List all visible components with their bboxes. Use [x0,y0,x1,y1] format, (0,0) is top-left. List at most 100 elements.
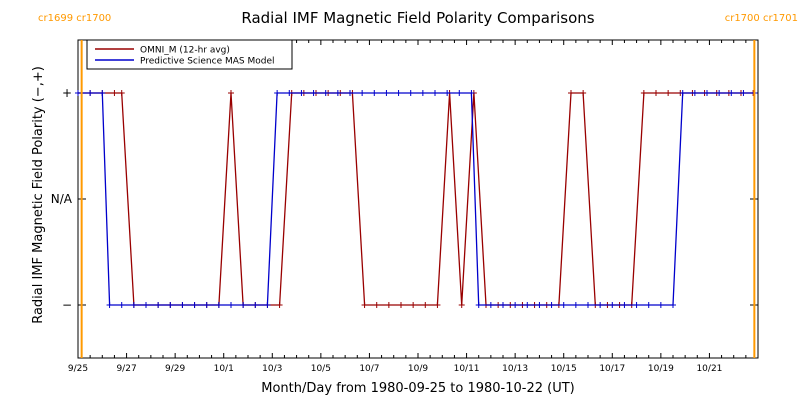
series-2-point [432,90,438,96]
series-2-point [322,90,329,96]
series-2-point [679,90,686,96]
x-tick-label: 10/9 [408,364,428,374]
x-tick-label: 10/21 [696,364,722,374]
y-tick-label: N/A [51,192,73,206]
plot-frame [77,39,759,359]
x-tick-label: 9/25 [68,364,88,374]
series-2-point [536,302,543,308]
series-2-point [548,302,555,308]
series-2-point [191,302,198,308]
series-2-point [118,302,125,308]
x-tick-label: 10/15 [551,364,577,374]
series-2-point [691,90,698,96]
x-tick-label: 10/13 [502,364,528,374]
series-2-point [252,302,259,308]
series-2-point [670,302,676,308]
legend-label-2: Predictive Science MAS Model [140,57,275,67]
series-2-point [475,302,482,308]
series-1-point [653,90,659,96]
carrington-label: cr1699 cr1700 [38,13,111,24]
series-2-point [371,90,378,96]
series-2-point [383,90,390,96]
series-line-2 [78,92,755,306]
series-1-point [580,90,587,96]
series-1-point [410,302,417,308]
series-2-point [633,302,640,308]
series-1-point [118,90,125,96]
series-2-point [99,90,106,96]
carrington-label: cr1700 cr1701 [725,13,798,24]
series-2-point [728,90,735,96]
legend-box [86,39,293,70]
series-2-point [228,302,234,308]
series-2-point [716,90,723,96]
series-2-point [87,90,94,96]
series-2-point [657,302,664,308]
series-2-point [609,302,616,308]
series-1-point [665,90,672,96]
x-tick-label: 9/27 [116,364,136,374]
series-2-point [524,302,531,308]
series-1-point [640,90,647,96]
x-tick-label: 10/17 [599,364,625,374]
series-2-point [444,90,451,96]
series-line-1 [78,92,754,306]
series-2-point [585,302,591,308]
series-1-point [422,302,429,308]
series-2-point [359,90,366,96]
series-2-point [500,302,506,308]
series-1-point [398,302,404,308]
series-2-point [286,90,293,96]
chart-marks: 9/25 9/27 9/29 10/1 10/3 10/5 10/7 10/9 10/11 10/… [38,13,798,374]
series-1-point [458,302,465,308]
series-2-point [512,302,519,308]
y-axis-title: Radial IMF Magnetic Field Polarity (−,+) [31,66,46,324]
series-1-point [361,302,368,308]
series-2-point [487,302,494,308]
x-axis-title: Month/Day from 1980-09-25 to 1980-10-22 … [261,381,574,396]
series-2-point [203,302,210,308]
x-tick-label: 10/5 [311,364,331,374]
series-1-point [228,90,234,96]
legend: OMNI_M (12-hr avg)Predictive Science MAS… [86,39,293,70]
series-2-point [75,90,81,96]
series-2-point [143,302,149,308]
chart-title: Radial IMF Magnetic Field Polarity Compa… [241,9,594,27]
series-2-point [215,302,222,308]
x-tick-label: 10/11 [454,364,480,374]
y-tick-label: + [62,86,72,100]
series-2-point [645,302,652,308]
series-2-point [347,90,353,96]
series-2-point [704,90,710,96]
x-tick-label: 10/3 [262,364,282,374]
series-2-point [155,302,162,308]
series-2-point [560,302,567,308]
series-1-point [385,302,392,308]
series-2-point [407,90,414,96]
x-tick-label: 10/1 [214,364,234,374]
legend-label-1: OMNI_M (12-hr avg) [140,46,230,56]
x-tick-label: 9/29 [165,364,185,374]
series-2-point [130,302,137,308]
series-2-point [468,90,475,96]
series-2-point [572,302,579,308]
x-tick-label: 10/7 [359,364,379,374]
series-2-point [179,302,186,308]
series-2-point [419,90,426,96]
series-1-point [568,90,574,96]
series-2-point [106,302,113,308]
series-2-point [334,90,341,96]
series-2-point [274,90,281,96]
series-2-point [240,302,247,308]
series-2-point [310,90,317,96]
series-2-point [167,302,174,308]
series-1-point [111,90,118,96]
x-tick-label: 10/19 [648,364,674,374]
series-1-point [373,302,380,308]
series-2-point [456,90,463,96]
series-1-point [434,302,441,308]
series-2-point [740,90,747,96]
series-2-point [264,302,271,308]
